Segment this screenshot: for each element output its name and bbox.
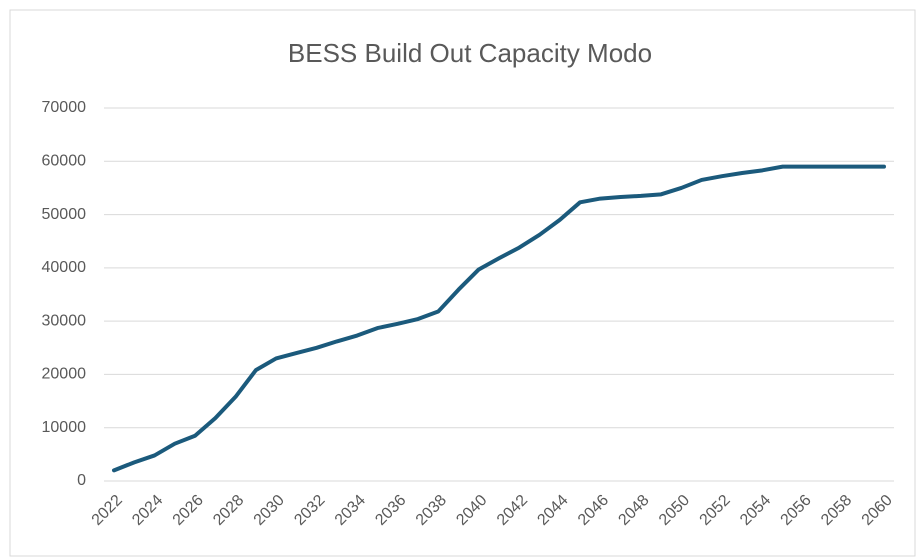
y-tick-label: 70000 <box>42 99 87 116</box>
y-tick-label: 40000 <box>42 259 87 276</box>
y-tick-label: 60000 <box>42 153 87 170</box>
y-tick-label: 50000 <box>42 206 87 223</box>
y-tick-label: 20000 <box>42 366 87 383</box>
y-tick-label: 10000 <box>42 419 87 436</box>
data-line <box>112 164 886 473</box>
y-tick-label: 0 <box>77 472 86 489</box>
chart-title: BESS Build Out Capacity Modo <box>288 38 652 68</box>
y-tick-label: 30000 <box>42 312 87 329</box>
